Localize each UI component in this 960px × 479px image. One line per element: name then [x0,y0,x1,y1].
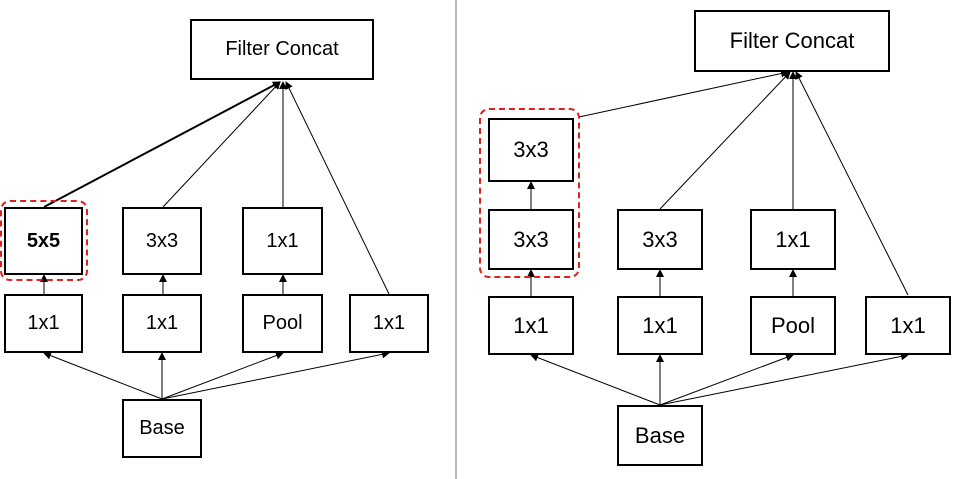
right-edge-base-to-1x1-c [659,352,909,406]
right-node-base: Base [617,405,703,466]
left-edge-base-to-1x1-a [43,351,163,400]
left-node-1x1-b: 1x1 [122,294,202,353]
left-node-3x3: 3x3 [122,207,202,275]
right-node-1x1-top: 1x1 [750,209,836,270]
right-node-1x1-b: 1x1 [617,296,703,355]
right-filter-concat: Filter Concat [694,10,890,72]
right-edge-right1x1-to-concat [795,71,909,296]
left-node-1x1-top: 1x1 [242,207,323,275]
left-edge-right1x1-to-concat [285,81,390,295]
left-node-1x1-a: 1x1 [4,294,83,353]
right-node-1x1-a: 1x1 [488,296,574,355]
left-edge-3x3-to-concat [162,81,281,208]
left-highlight-outline [0,200,88,281]
left-node-pool: Pool [242,294,323,353]
panel-divider [455,0,457,479]
right-node-3x3: 3x3 [617,209,703,270]
right-node-3x3-stack-top: 3x3 [488,118,574,182]
left-edge-base-to-pool [161,351,284,400]
right-node-1x1-c: 1x1 [865,296,951,355]
right-edge-stack-to-concat [578,69,789,118]
right-edge-3x3-to-concat [659,71,791,210]
left-node-5x5: 5x5 [4,207,83,275]
right-node-3x3-stack-bottom: 3x3 [488,209,574,270]
right-node-pool: Pool [750,296,836,355]
left-filter-concat: Filter Concat [190,19,374,80]
left-edge-base-to-1x1-c [161,350,390,400]
left-node-1x1-c: 1x1 [349,294,429,353]
right-edge-base-to-pool [659,353,794,406]
left-node-base: Base [122,399,202,458]
left-edge-5x5-to-concat [43,81,281,208]
right-edge-base-to-1x1-a [530,353,661,406]
right-highlight-outline [479,108,580,278]
